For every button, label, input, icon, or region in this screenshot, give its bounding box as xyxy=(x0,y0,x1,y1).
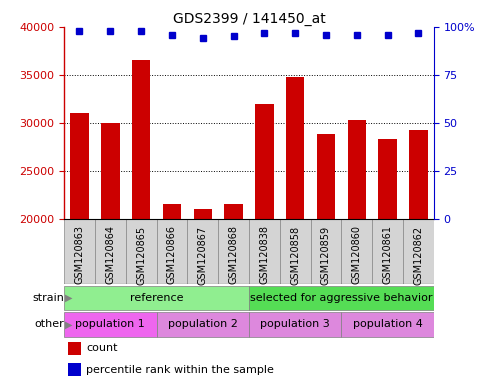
Text: population 1: population 1 xyxy=(75,319,145,329)
Bar xyxy=(249,286,434,310)
Bar xyxy=(126,219,157,284)
Bar xyxy=(64,219,95,284)
Bar xyxy=(249,219,280,284)
Text: GSM120862: GSM120862 xyxy=(414,225,423,285)
Bar xyxy=(403,219,434,284)
Bar xyxy=(64,286,249,310)
Bar xyxy=(163,204,181,384)
Text: percentile rank within the sample: percentile rank within the sample xyxy=(86,364,274,375)
Bar xyxy=(224,204,243,384)
Text: GSM120861: GSM120861 xyxy=(383,225,392,285)
Text: strain: strain xyxy=(32,293,64,303)
Text: count: count xyxy=(86,343,118,354)
Text: GSM120863: GSM120863 xyxy=(74,225,84,285)
Bar xyxy=(95,219,126,284)
Text: population 4: population 4 xyxy=(352,319,423,329)
Bar xyxy=(372,219,403,284)
Bar xyxy=(348,120,366,384)
Text: selected for aggressive behavior: selected for aggressive behavior xyxy=(250,293,433,303)
Text: GSM120838: GSM120838 xyxy=(259,225,269,285)
Bar xyxy=(68,342,81,355)
Text: GSM120865: GSM120865 xyxy=(136,225,146,285)
Bar xyxy=(132,60,150,384)
Bar xyxy=(157,219,187,284)
Bar xyxy=(341,219,372,284)
Bar xyxy=(317,134,335,384)
Bar xyxy=(280,219,311,284)
Text: GSM120859: GSM120859 xyxy=(321,225,331,285)
Bar xyxy=(101,123,119,384)
Text: other: other xyxy=(35,319,64,329)
Bar xyxy=(157,313,249,336)
Text: GSM120866: GSM120866 xyxy=(167,225,177,285)
Title: GDS2399 / 141450_at: GDS2399 / 141450_at xyxy=(173,12,325,26)
Bar xyxy=(68,363,81,376)
Text: population 2: population 2 xyxy=(168,319,238,329)
Text: GSM120858: GSM120858 xyxy=(290,225,300,285)
Text: reference: reference xyxy=(130,293,183,303)
Bar xyxy=(218,219,249,284)
Bar xyxy=(64,313,157,336)
Bar xyxy=(409,129,427,384)
Text: GSM120867: GSM120867 xyxy=(198,225,208,285)
Text: GSM120868: GSM120868 xyxy=(229,225,239,285)
Bar xyxy=(378,139,397,384)
Text: GSM120864: GSM120864 xyxy=(106,225,115,285)
Bar xyxy=(341,313,434,336)
Text: population 3: population 3 xyxy=(260,319,330,329)
Bar xyxy=(286,77,305,384)
Text: ▶: ▶ xyxy=(65,293,72,303)
Text: ▶: ▶ xyxy=(65,319,72,329)
Bar xyxy=(187,219,218,284)
Bar xyxy=(311,219,341,284)
Bar xyxy=(249,313,341,336)
Bar xyxy=(255,104,274,384)
Text: GSM120860: GSM120860 xyxy=(352,225,362,285)
Bar xyxy=(193,209,212,384)
Bar xyxy=(70,113,89,384)
